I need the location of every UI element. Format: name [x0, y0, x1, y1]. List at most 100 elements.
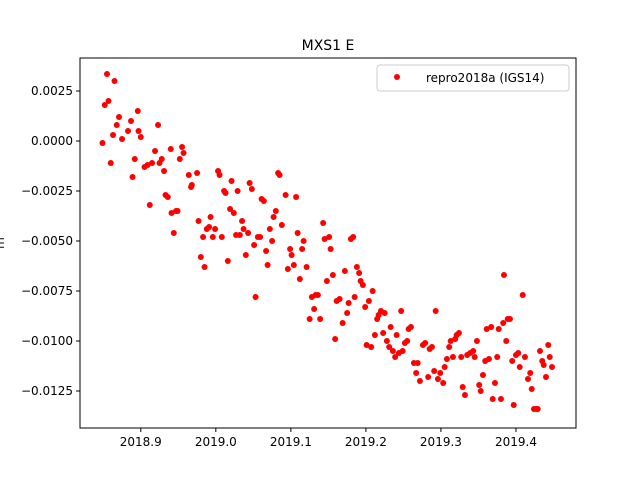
data-point	[471, 354, 478, 360]
x-tick-label: 2019.1	[270, 435, 312, 449]
data-point	[359, 282, 366, 288]
data-point	[290, 262, 297, 268]
data-point	[344, 310, 351, 316]
data-point	[369, 288, 376, 294]
data-point	[288, 252, 295, 258]
data-point	[521, 354, 528, 360]
data-point	[437, 370, 444, 376]
data-point	[323, 278, 330, 284]
data-point	[336, 296, 343, 302]
data-point	[546, 354, 553, 360]
data-point	[500, 320, 507, 326]
data-point	[413, 370, 420, 376]
data-point	[155, 122, 162, 128]
data-point	[447, 338, 454, 344]
data-point	[540, 362, 547, 368]
data-point	[194, 170, 201, 176]
data-point	[326, 234, 333, 240]
data-point	[494, 354, 501, 360]
data-point	[365, 298, 372, 304]
data-point	[461, 392, 468, 398]
data-point	[398, 308, 405, 314]
data-point	[197, 254, 204, 260]
y-tick-label: −0.0125	[21, 384, 73, 398]
data-point	[228, 178, 235, 184]
data-point	[137, 134, 144, 140]
data-point	[381, 310, 388, 316]
data-point	[239, 218, 246, 224]
data-point	[399, 348, 406, 354]
data-point	[188, 182, 195, 188]
data-point	[329, 272, 336, 278]
data-point	[500, 272, 507, 278]
data-points	[99, 71, 555, 412]
data-point	[306, 316, 313, 322]
data-point	[389, 348, 396, 354]
data-point	[168, 210, 175, 216]
data-point	[131, 156, 138, 162]
x-tick-label: 2018.9	[120, 435, 162, 449]
data-point	[201, 264, 208, 270]
data-point	[278, 222, 285, 228]
data-point	[234, 188, 241, 194]
data-point	[180, 150, 187, 156]
data-point	[296, 276, 303, 282]
data-point	[345, 300, 352, 306]
plot-frame	[79, 57, 577, 429]
data-point	[104, 71, 111, 77]
data-point	[152, 148, 159, 154]
data-point	[516, 364, 523, 370]
data-point	[425, 374, 432, 380]
data-point	[212, 226, 219, 232]
data-point	[105, 98, 112, 104]
data-point	[476, 382, 483, 388]
y-axis-label: m	[0, 237, 7, 249]
x-tick-label: 2019.0	[195, 435, 237, 449]
data-point	[434, 376, 441, 382]
data-point	[387, 324, 394, 330]
x-tick-label: 2019.3	[420, 435, 462, 449]
data-point	[107, 160, 114, 166]
data-point	[432, 308, 439, 314]
data-point	[455, 330, 462, 336]
data-point	[327, 246, 334, 252]
data-point	[431, 368, 438, 374]
data-point	[506, 316, 513, 322]
data-point	[303, 264, 310, 270]
data-point	[542, 374, 549, 380]
data-point	[503, 338, 510, 344]
data-point	[356, 270, 363, 276]
data-point	[116, 114, 123, 120]
data-point	[317, 316, 324, 322]
data-point	[497, 396, 504, 402]
data-point	[341, 268, 348, 274]
x-tick-label: 2019.4	[495, 435, 537, 449]
data-point	[135, 128, 142, 134]
data-point	[269, 238, 276, 244]
data-point	[350, 234, 357, 240]
data-point	[263, 248, 270, 254]
data-point	[218, 234, 225, 240]
data-point	[164, 194, 171, 200]
data-point	[495, 326, 502, 332]
data-point	[534, 406, 541, 412]
data-point	[257, 234, 264, 240]
data-point	[477, 388, 484, 394]
data-point	[276, 172, 283, 178]
data-point	[134, 108, 141, 114]
data-point	[240, 226, 247, 232]
legend: repro2018a (IGS14)	[376, 64, 570, 92]
data-point	[167, 146, 174, 152]
data-point	[428, 344, 435, 350]
data-point	[242, 252, 249, 258]
data-point	[446, 344, 453, 350]
data-point	[489, 396, 496, 402]
data-point	[536, 348, 543, 354]
data-point	[458, 354, 465, 360]
data-point	[440, 380, 447, 386]
data-point	[293, 194, 300, 200]
data-point	[227, 206, 234, 212]
data-point	[294, 230, 301, 236]
data-point	[351, 294, 358, 300]
